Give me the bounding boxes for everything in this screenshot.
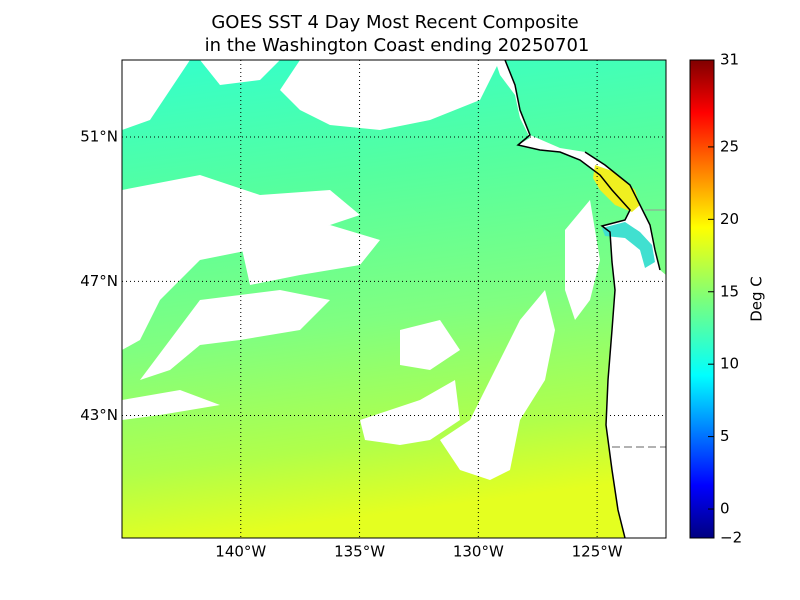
colorbar-label: Deg C	[748, 276, 766, 322]
colorbar-tick-label: 31	[720, 51, 739, 69]
strait-of-georgia	[593, 165, 640, 212]
colorbar	[689, 59, 715, 539]
land	[495, 60, 666, 538]
sst-field	[122, 60, 666, 538]
title-line: in the Washington Coast ending 20250701	[205, 35, 590, 56]
colorbar-tick-label: 0	[720, 500, 730, 518]
coastline	[504, 60, 631, 538]
colorbar-tick-label: −2	[720, 529, 742, 547]
colorbar-tick-label: 10	[720, 355, 739, 373]
lat-tick-label: 43°N	[80, 406, 118, 424]
coastline	[584, 151, 661, 271]
colorbar-tick-label: 5	[720, 427, 730, 445]
lat-tick-label: 47°N	[80, 272, 118, 290]
lat-tick-label: 51°N	[80, 127, 118, 145]
lon-tick-label: 135°W	[334, 543, 385, 561]
title-line: GOES SST 4 Day Most Recent Composite	[211, 12, 578, 33]
cloud-mask	[122, 60, 600, 480]
lon-tick-label: 125°W	[572, 543, 623, 561]
colorbar-tick-label: 15	[720, 282, 739, 300]
colorbar-tick-label: 25	[720, 137, 739, 155]
map-frame	[121, 59, 667, 539]
graticule	[122, 60, 666, 538]
lon-tick-label: 130°W	[453, 543, 504, 561]
puget-sound	[602, 222, 655, 268]
colorbar-tick-label: 20	[720, 210, 739, 228]
lon-tick-label: 140°W	[215, 543, 266, 561]
